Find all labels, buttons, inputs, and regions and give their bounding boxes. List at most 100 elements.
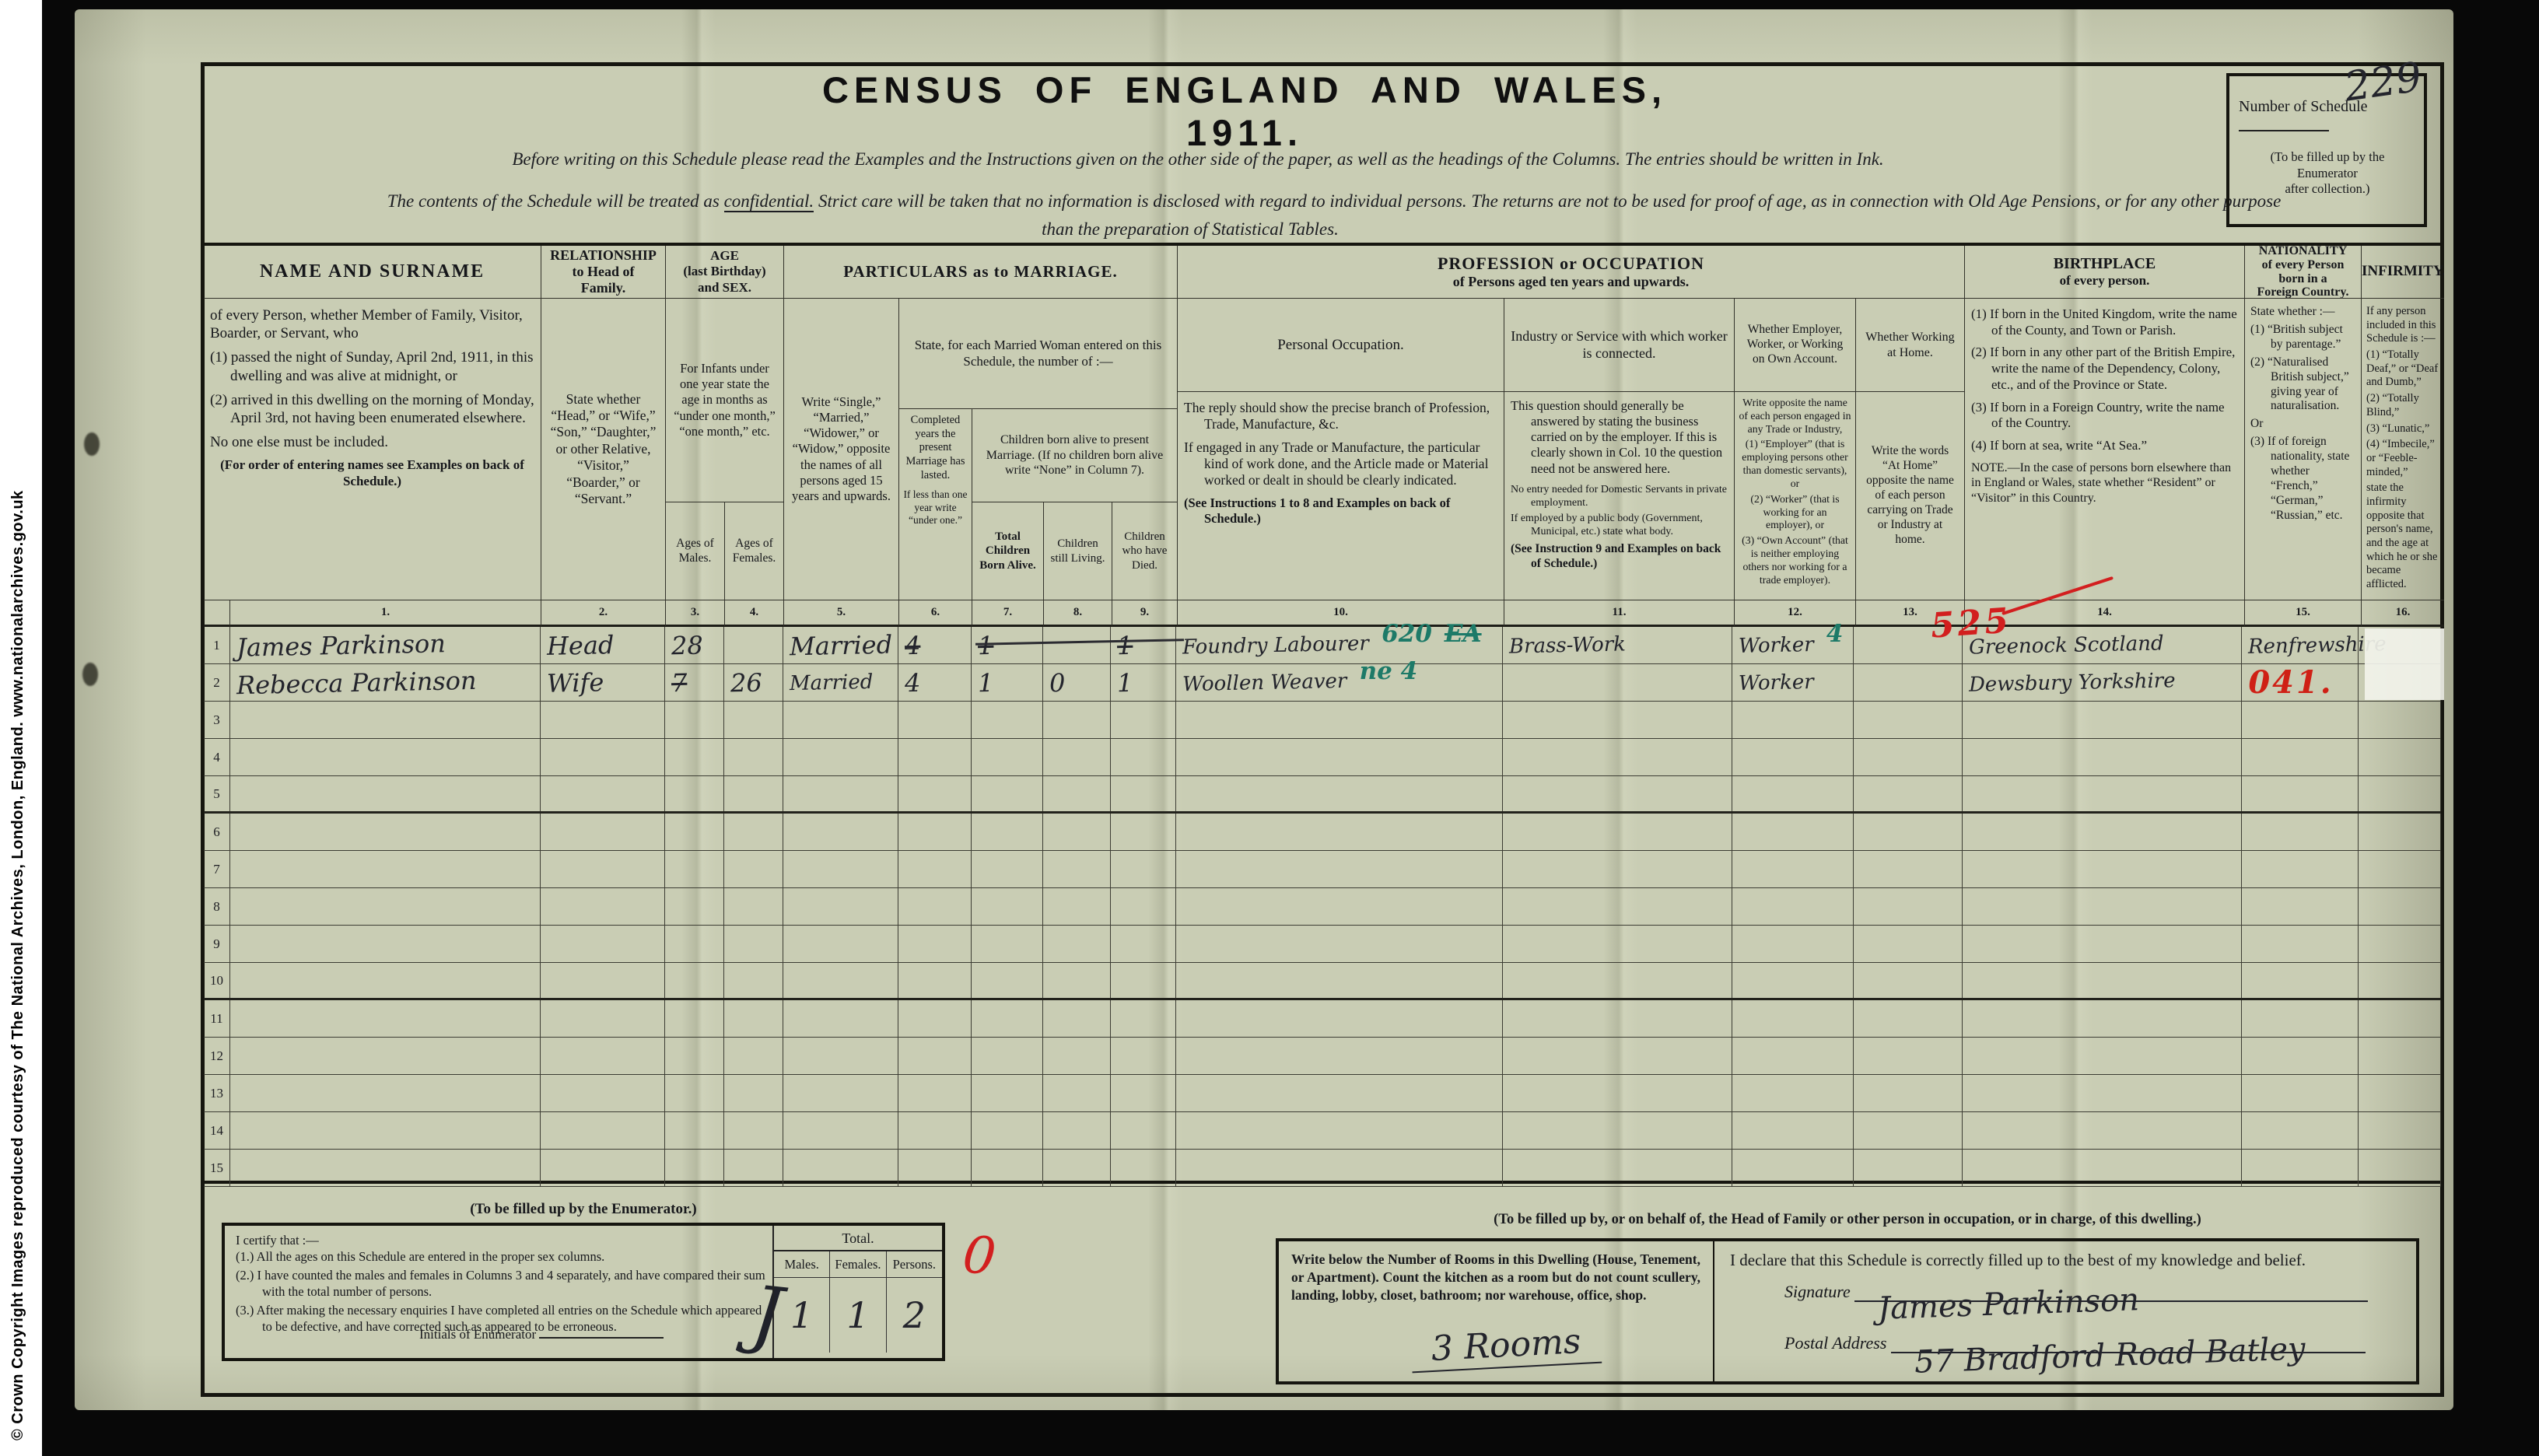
initials-underline [539,1328,664,1339]
row-cell-c16 [2359,739,2441,775]
row-cell-c16 [2359,1075,2441,1111]
row-cell-c14 [1963,814,2243,850]
copyright-strip: © Crown Copyright Images reproduced cour… [0,0,42,1456]
row-cell-c4 [724,1075,783,1111]
confidential-line2: than the preparation of Statistical Tabl… [1042,219,1339,239]
row-cell-c7 [972,1112,1043,1149]
row-cell-c7 [972,1075,1043,1111]
postal-address-row: Postal Address 57 Bradford Road Batley [1784,1331,2366,1381]
row-cell-c16 [2359,1112,2441,1149]
totals-table: Total. Males. Females. Persons. 1 1 2 [772,1226,942,1358]
row-cell-c7 [972,1150,1043,1186]
nationality-instructions: State whether :— (1) “British sub­ject b… [2245,299,2362,600]
row-cell-c4 [724,926,783,962]
row-cell-c2 [541,1075,666,1111]
row-cell-c6 [898,926,972,962]
children-born-instructions: Children born alive to present Marriage.… [972,409,1178,502]
row-cell-c13 [1854,1112,1963,1149]
row-cell-c9 [1111,1000,1177,1037]
row-cell-c5 [783,926,898,962]
confidential-rest: Strict care will be taken that no inform… [814,191,2282,211]
postal-address-label: Postal Address [1784,1333,1887,1353]
row-cell-c10 [1176,1000,1503,1037]
row-cell-c4 [724,851,783,887]
row-cell-c13 [1854,888,1963,925]
years-married-instructions: Com­pleted years the present Marriage ha… [899,409,972,600]
handwritten-entry: Dewsbury Yorkshire [1968,668,2176,697]
row-cell-c10: Foundry Labourer 620 EA [1176,620,1503,663]
row-cell-c14 [1963,1075,2243,1111]
row-cell-c4 [724,627,783,663]
row-cell-c2: Head [541,627,666,663]
row-cell-c11 [1503,776,1733,811]
row-cell-c14 [1963,702,2243,738]
row-cell-c7 [972,702,1043,738]
row-cell-c5 [783,963,898,998]
industry-instructions: This question should gener­ally be answe… [1504,392,1735,600]
row-cell-c12 [1732,926,1854,962]
row-cell-c10 [1176,926,1503,962]
row-cell-c12 [1732,814,1854,850]
table-row: 6 [204,814,2441,851]
married-woman-instructions: State, for each Married Woman entered on… [899,299,1178,409]
enumerator-box: I certify that :— (1.) All the ages on t… [222,1223,945,1361]
row-cell-c3 [665,814,725,850]
row-cell-c12 [1732,739,1854,775]
row-cell-c8 [1043,776,1112,811]
row-cell-c3 [665,1000,725,1037]
row-cell-c3: 7 [665,664,725,701]
row-cell-c12 [1732,1038,1854,1074]
colnum-15: 15. [2245,600,2362,627]
row-cell-c13 [1854,963,1963,998]
row-cell-c6 [898,1000,972,1037]
row-cell-c6: 4 [898,664,972,701]
colnum-5: 5. [784,600,899,627]
row-number: 10 [204,963,230,998]
row-cell-c14 [1963,963,2243,998]
row-cell-c13 [1854,1075,1963,1111]
handwritten-entry: James Parkinson [236,628,447,663]
row-cell-c7 [972,776,1043,811]
col-header-birthplace: BIRTHPLACE of every person. [1965,246,2245,299]
row-cell-c15 [2242,776,2359,811]
row-cell-c11 [1503,1075,1733,1111]
row-cell-c11: Brass-Work [1503,627,1733,663]
colnum-14: 14. [1965,600,2245,627]
schedule-number-box: Number of Schedule 229 (To be filled up … [2226,54,2427,227]
industry-label: Industry or Service with which worker is… [1504,299,1735,392]
row-cell-c15 [2242,1075,2359,1111]
col-header-infirmity: INFIRMITY. [2362,246,2444,299]
enumerator-certification: I certify that :— (1.) All the ages on t… [236,1233,765,1335]
row-cell-c2: Wife [541,664,666,701]
row-cell-c10 [1176,702,1503,738]
row-number: 12 [204,1038,230,1074]
row-cell-c16 [2359,776,2441,811]
row-cell-c6 [898,851,972,887]
table-row: 8 [204,888,2441,926]
row-cell-c5 [783,702,898,738]
row-cell-c3: 28 [665,627,724,663]
row-cell-c10 [1176,814,1503,850]
row-cell-c14 [1963,1150,2243,1186]
row-cell-c8 [1043,1150,1112,1186]
table-row: 3 [204,702,2441,739]
row-cell-c8 [1043,1075,1112,1111]
row-cell-c2 [541,963,666,998]
row-cell-c6 [898,963,972,998]
row-cell-c3 [665,888,725,925]
binder-hole [82,663,98,686]
row-cell-c10 [1176,1112,1503,1149]
row-cell-c14 [1963,888,2243,925]
row-cell-c11 [1503,1038,1733,1074]
handwritten-entry: ne 4 [1359,656,1418,685]
colnum-4: 4. [725,600,784,627]
row-cell-c14 [1963,851,2243,887]
row-cell-c1: Rebecca Parkinson [230,664,541,701]
row-cell-c7 [972,739,1043,775]
colnum-6: 6. [899,600,972,627]
row-cell-c15 [2242,814,2359,850]
row-cell-c5 [783,1112,898,1149]
row-cell-c11 [1503,1150,1733,1186]
colnum-8: 8. [1044,600,1112,627]
females-total: 1 [830,1278,887,1353]
